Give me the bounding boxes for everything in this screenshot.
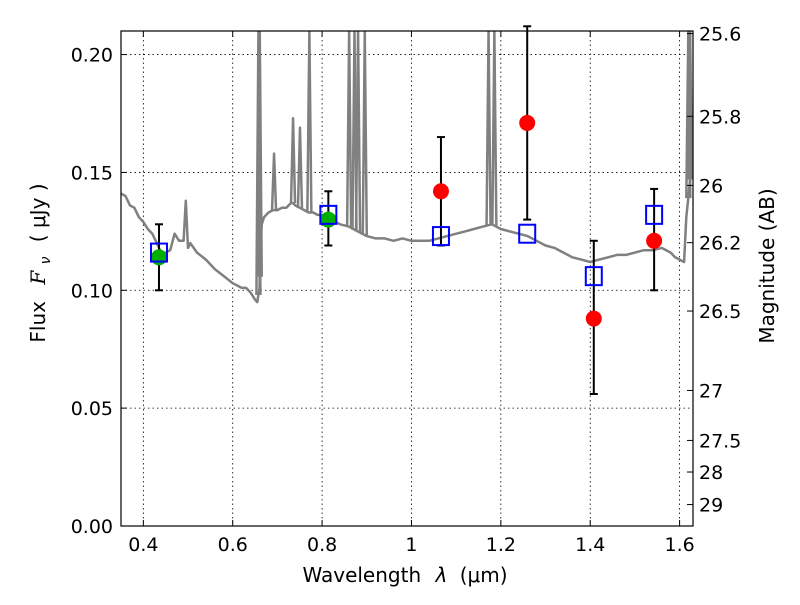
- model-magnitude-marker: [584, 266, 603, 287]
- y-axis-title-sub: ν: [38, 256, 54, 264]
- photometry-point: [585, 239, 602, 395]
- spectrum-spike: [345, 31, 353, 227]
- x-axis-title-unit: (μm): [460, 563, 508, 587]
- grid-layer: [121, 31, 693, 527]
- y2-tick-label: 25.6: [699, 24, 741, 46]
- y2-tick-label: 26.2: [699, 233, 741, 255]
- x-tick-label: 0.4: [128, 534, 158, 556]
- y2-axis-title: Magnitude (AB): [755, 188, 779, 343]
- plot-frame: [120, 30, 694, 527]
- y2-tick-label: 28: [699, 462, 723, 484]
- model-magnitude-marker: [645, 204, 664, 225]
- y2-tick-label: 29: [699, 495, 723, 517]
- photometry-marker: [432, 183, 449, 200]
- spectrum-spike: [686, 31, 693, 180]
- x-axis-title-var: λ: [435, 563, 448, 587]
- model-magnitude-marker: [149, 242, 168, 263]
- x-axis-title-main: Wavelength: [302, 563, 421, 587]
- photometry-marker: [585, 310, 602, 327]
- x-tick-label: 0.8: [307, 534, 337, 556]
- y2-tick-label: 26: [699, 175, 723, 197]
- y-tick-label: 0.10: [71, 280, 113, 302]
- y2-tick-label: 25.8: [699, 106, 741, 128]
- y-axis-title-var: F: [26, 270, 50, 286]
- x-tick-label: 0.6: [218, 534, 248, 556]
- spectrum-spike: [306, 31, 313, 213]
- model-magnitude-marker: [431, 226, 450, 247]
- spectrum-spike: [485, 31, 492, 226]
- x-tick-label: 1.2: [486, 534, 516, 556]
- y2-tick-label: 27: [699, 380, 723, 402]
- spectrum-spike: [491, 31, 498, 226]
- x-tick-label: 1: [405, 534, 417, 556]
- spectrum-spike: [256, 31, 264, 277]
- x-tick-label: 1.4: [575, 534, 605, 556]
- axis-layer: 0.4 0.6 0.8 1 1.2 1.4 1.6 0.00 0.05 0.10 0.15 0.20 2…: [71, 24, 742, 556]
- spectrum-spike: [296, 126, 304, 208]
- y-tick-label: 0.15: [71, 162, 113, 184]
- spectrum-spike: [270, 152, 278, 211]
- x-axis-title: Wavelength λ (μm): [302, 563, 507, 587]
- spectrum-spike: [361, 31, 369, 236]
- y-tick-label: 0.05: [71, 398, 113, 420]
- photometry-marker: [646, 232, 663, 249]
- y-axis-title-unit: ( μJy ): [26, 183, 50, 242]
- photometry-point: [519, 25, 536, 221]
- model-magnitude-marker: [518, 223, 537, 244]
- y-tick-label: 0.20: [71, 45, 113, 67]
- spectrum-spike: [354, 31, 362, 232]
- model-magnitude-marker: [319, 204, 338, 225]
- x-tick-label: 1.6: [664, 534, 694, 556]
- y-tick-label: 0.00: [71, 516, 113, 538]
- plot-background: [121, 31, 693, 526]
- data-layer: [121, 31, 693, 304]
- marker-layer: [149, 25, 664, 395]
- y2-tick-label: 27.5: [699, 430, 741, 452]
- y-axis-title: Flux F ν ( μJy ): [26, 183, 55, 342]
- y-axis-title-main: Flux: [26, 301, 50, 343]
- y2-tick-label: 26.5: [699, 301, 741, 323]
- photometry-marker: [519, 114, 536, 131]
- spectrum-spike: [289, 116, 297, 204]
